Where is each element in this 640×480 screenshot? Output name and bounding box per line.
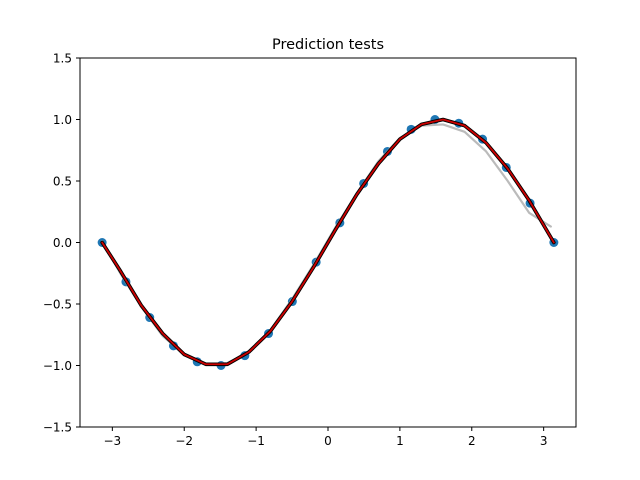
y-tick-label: −1.5 [43,421,72,435]
y-tick-label: −0.5 [43,298,72,312]
line-series-3 [101,118,555,366]
y-axis: −1.5 −1.0 −0.5 0.0 0.5 1.0 1.5 [43,52,80,435]
plot-area [97,115,559,370]
x-tick-label: −3 [103,434,121,448]
x-tick-label: 2 [468,434,476,448]
y-tick-label: 1.0 [53,113,72,127]
x-axis: −3 −2 −1 0 1 2 3 [103,427,547,448]
x-tick-label: 1 [396,434,404,448]
x-tick-label: −2 [175,434,193,448]
x-tick-label: −1 [247,434,265,448]
y-tick-label: 1.5 [53,52,72,66]
x-tick-label: 0 [324,434,332,448]
y-tick-label: 0.0 [53,236,72,250]
x-tick-label: 3 [540,434,548,448]
y-tick-label: −1.0 [43,359,72,373]
chart-title: Prediction tests [272,37,384,53]
y-tick-label: 0.5 [53,175,72,189]
